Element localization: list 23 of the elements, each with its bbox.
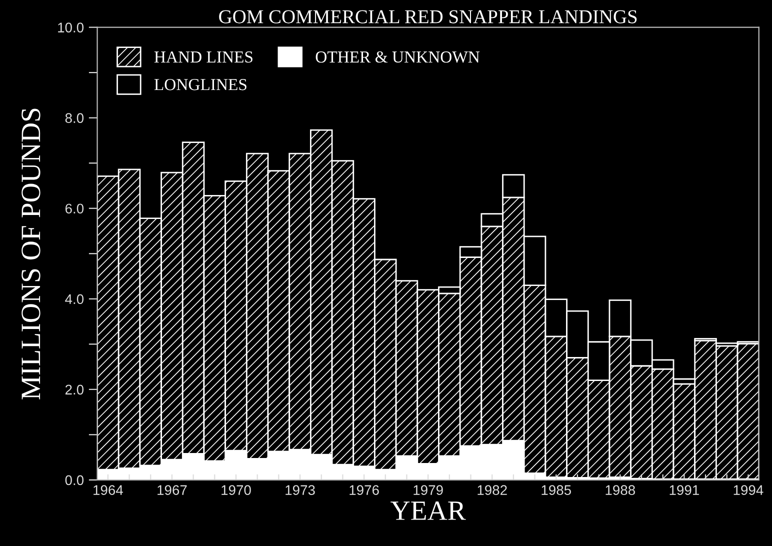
legend-label: HAND LINES xyxy=(154,51,252,63)
x-tick-label: 1982 xyxy=(478,485,507,495)
x-tick-label: 1964 xyxy=(94,485,123,495)
x-tick-label: 1979 xyxy=(414,485,443,495)
x-tick-label: 1988 xyxy=(606,485,635,495)
y-tick-label: 2.0 xyxy=(65,384,84,395)
x-tick-label: 1976 xyxy=(350,485,379,495)
x-tick-label: 1994 xyxy=(734,485,764,495)
y-tick-label: 8.0 xyxy=(65,113,84,123)
y-tick-label: 4.0 xyxy=(65,294,84,304)
x-axis-title: YEAR xyxy=(390,501,466,520)
legend-label: OTHER & UNKNOWN xyxy=(316,51,480,63)
x-tick-label: 1991 xyxy=(670,485,699,495)
x-tick-label: 1970 xyxy=(222,485,251,495)
y-tick-label: 6.0 xyxy=(65,204,84,214)
y-tick-label: 10.0 xyxy=(58,22,84,32)
y-tick-label: 0.0 xyxy=(65,475,84,486)
y-axis-title: MILLIONS OF POUNDS xyxy=(22,108,40,400)
legend-label: LONGLINES xyxy=(154,79,246,90)
x-tick-label: 1967 xyxy=(158,485,187,495)
x-tick-label: 1973 xyxy=(286,485,315,495)
x-tick-label: 1985 xyxy=(542,485,571,495)
chart-title: GOM COMMERCIAL RED SNAPPER LANDINGS xyxy=(219,10,637,24)
